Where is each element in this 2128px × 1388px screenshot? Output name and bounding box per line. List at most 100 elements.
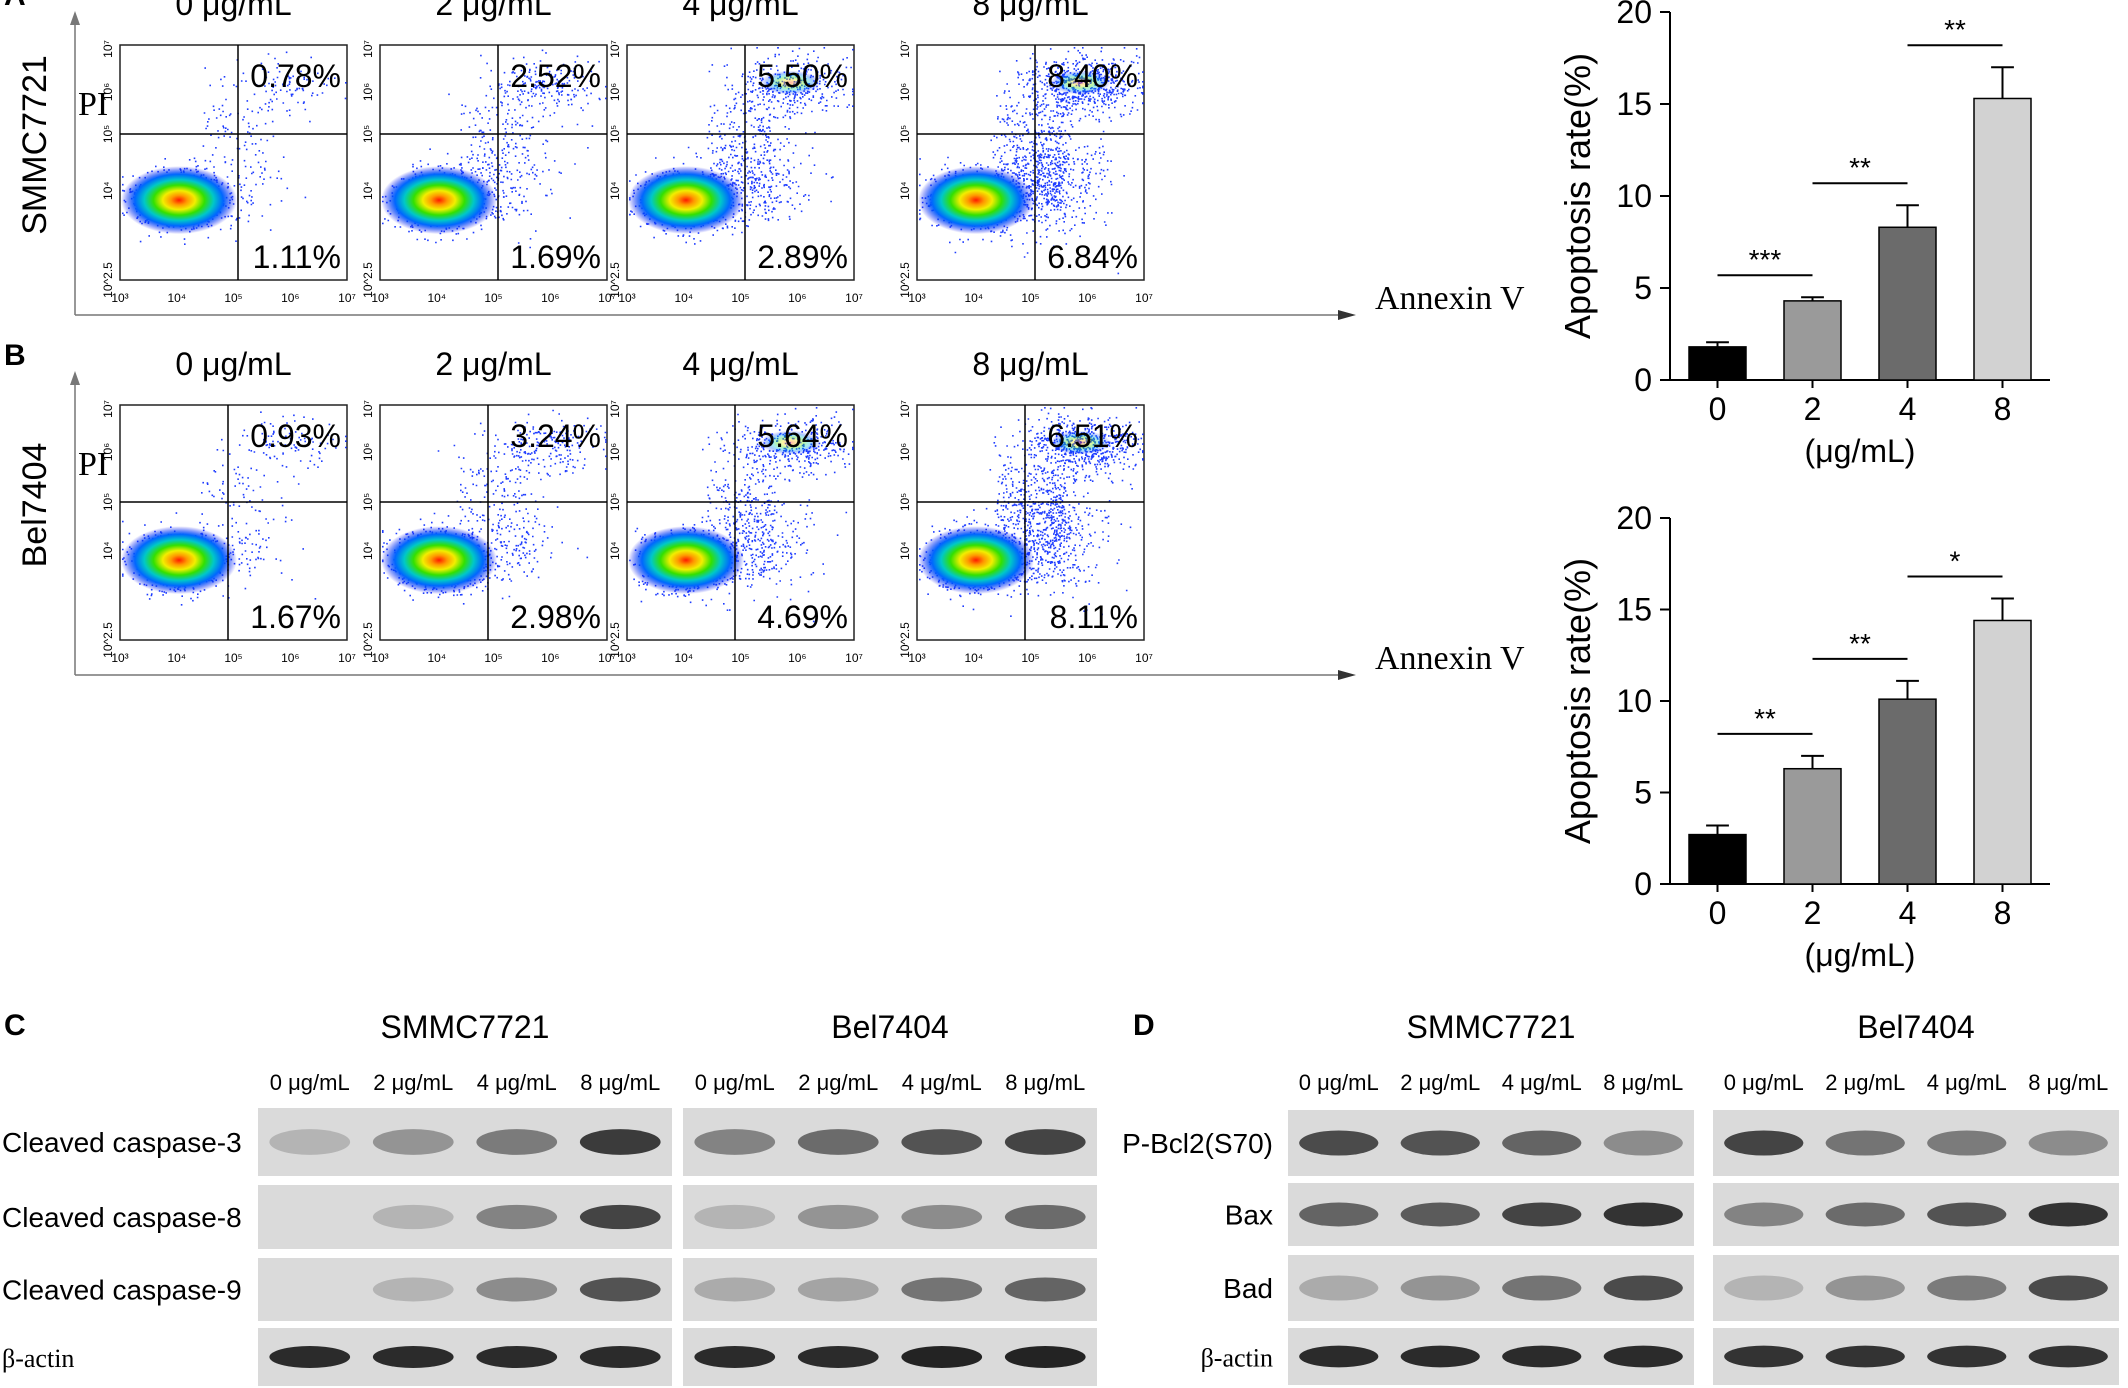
band [2028,1345,2108,1368]
band [1927,1130,2007,1156]
x-tick-label: 10³ [618,651,635,665]
lower-right-percent: 1.69% [510,239,601,275]
flow-plot-1: 2 μg/mL 2.52% 1.69% 10³ 10⁴ 10⁵ 10⁶ 10⁷ 10^2.5 10… [361,0,616,305]
x-tick-label: 2 [1804,391,1822,427]
density-core [121,166,238,235]
cell-line-label: SMMC7721 [16,55,54,235]
plot-frame [916,44,1145,281]
bar-2 [1783,300,1842,381]
lane-label: 8 μg/mL [1603,1070,1683,1095]
panel-letter: D [1133,1009,1155,1042]
density-core [121,526,238,595]
y-tick-label: 10⁷ [608,40,622,58]
band [1927,1345,2007,1368]
y-tick-label: 10⁷ [898,400,912,418]
lane-label: 0 μg/mL [695,1070,775,1095]
x-tick-label: 10⁶ [788,291,806,305]
bar-4 [1878,698,1937,885]
x-tick-label: 10⁴ [167,651,186,665]
band [1400,1130,1480,1156]
x-tick-label: 8 [1994,391,2012,427]
x-tick-label: 10⁴ [964,651,983,665]
row-label: P-Bcl2(S70) [1122,1128,1273,1159]
y-tick-label: 10⁴ [361,181,375,200]
lane-label: 8 μg/mL [1005,1070,1085,1095]
dose-label: 2 μg/mL [435,0,551,22]
band [1004,1345,1086,1369]
lower-right-percent: 8.11% [1050,599,1138,635]
y-tick-label: 10⁷ [361,400,375,418]
density-core [918,166,1035,235]
upper-right-percent: 8.40% [1047,58,1138,94]
x-tick-label: 4 [1899,391,1917,427]
flow-plot-2: 4 μg/mL 5.64% 4.69% 10³ 10⁴ 10⁵ 10⁶ 10⁷ 10^2.5 10… [608,346,863,665]
lower-right-percent: 1.67% [250,599,341,635]
lane-label: 2 μg/mL [798,1070,878,1095]
x-tick-label: 10⁶ [541,291,559,305]
x-tick-label: 10⁷ [845,651,863,665]
blot-strip [1288,1255,1694,1321]
y-axis-label: Apoptosis rate(%) [1557,53,1598,339]
band [694,1345,776,1369]
band [1004,1129,1086,1155]
y-tick-label: 10⁶ [361,443,375,461]
blot-strip [683,1258,1097,1321]
bar-2 [1783,767,1842,885]
group-label: SMMC7721 [381,1009,550,1045]
lane-label: 8 μg/mL [2028,1070,2108,1095]
band [476,1129,558,1155]
x-tick-label: 10³ [371,651,388,665]
flow-plot-1: 2 μg/mL 3.24% 2.98% 10³ 10⁴ 10⁵ 10⁶ 10⁷ 10^2.5 10… [361,346,616,665]
y-tick-label: 10⁷ [101,400,115,418]
bar-0 [1688,346,1747,381]
density-late [760,70,821,95]
blot-strip [1713,1110,2119,1176]
x-tick-label: 10³ [618,291,635,305]
band [1299,1275,1379,1301]
y-tick-label: 10^2.5 [101,622,115,658]
x-tick-label: 10⁷ [338,291,356,305]
y-tick-label: 10⁶ [101,83,115,101]
x-tick-label: 0 [1709,895,1727,931]
band [1825,1275,1905,1301]
lower-right-percent: 2.89% [757,239,848,275]
band [1400,1275,1480,1301]
band [476,1345,558,1369]
y-tick-label: 10 [1616,683,1652,719]
flow-cytometry-area: A SMMC7721 PI Annexin V 0 μg/mL 0.78% 1.11% 10³… [4,0,1525,680]
panel-letter: C [4,1009,26,1042]
x-tick-label: 10⁴ [674,651,693,665]
annexin-axis-arrow [1338,310,1356,320]
y-tick-label: 10⁷ [608,400,622,418]
y-tick-label: 10⁷ [361,40,375,58]
band [797,1204,879,1230]
lane-label: 8 μg/mL [580,1070,660,1095]
y-tick-label: 0 [1634,362,1652,398]
band [797,1345,879,1369]
blot-strip [1288,1328,1694,1385]
band [476,1204,558,1230]
dose-label: 0 μg/mL [175,0,291,22]
x-tick-label: 10⁷ [845,291,863,305]
band [1825,1130,1905,1156]
blot-strip [258,1185,672,1249]
density-late [760,430,821,455]
band [1004,1204,1086,1230]
significance-label: *** [1749,244,1782,275]
panel-letter: A [4,0,26,12]
bar-0 [1688,833,1747,885]
band [372,1204,454,1230]
x-tick-label: 10³ [908,291,925,305]
plot-frame [119,404,348,641]
lane-label: 4 μg/mL [477,1070,557,1095]
y-tick-label: 10⁵ [898,493,912,511]
band [2028,1130,2108,1156]
band [269,1345,351,1369]
y-tick-label: 10⁴ [101,181,115,200]
blot-strip [1713,1328,2119,1385]
lane-label: 0 μg/mL [1299,1070,1379,1095]
density-core [628,166,745,235]
